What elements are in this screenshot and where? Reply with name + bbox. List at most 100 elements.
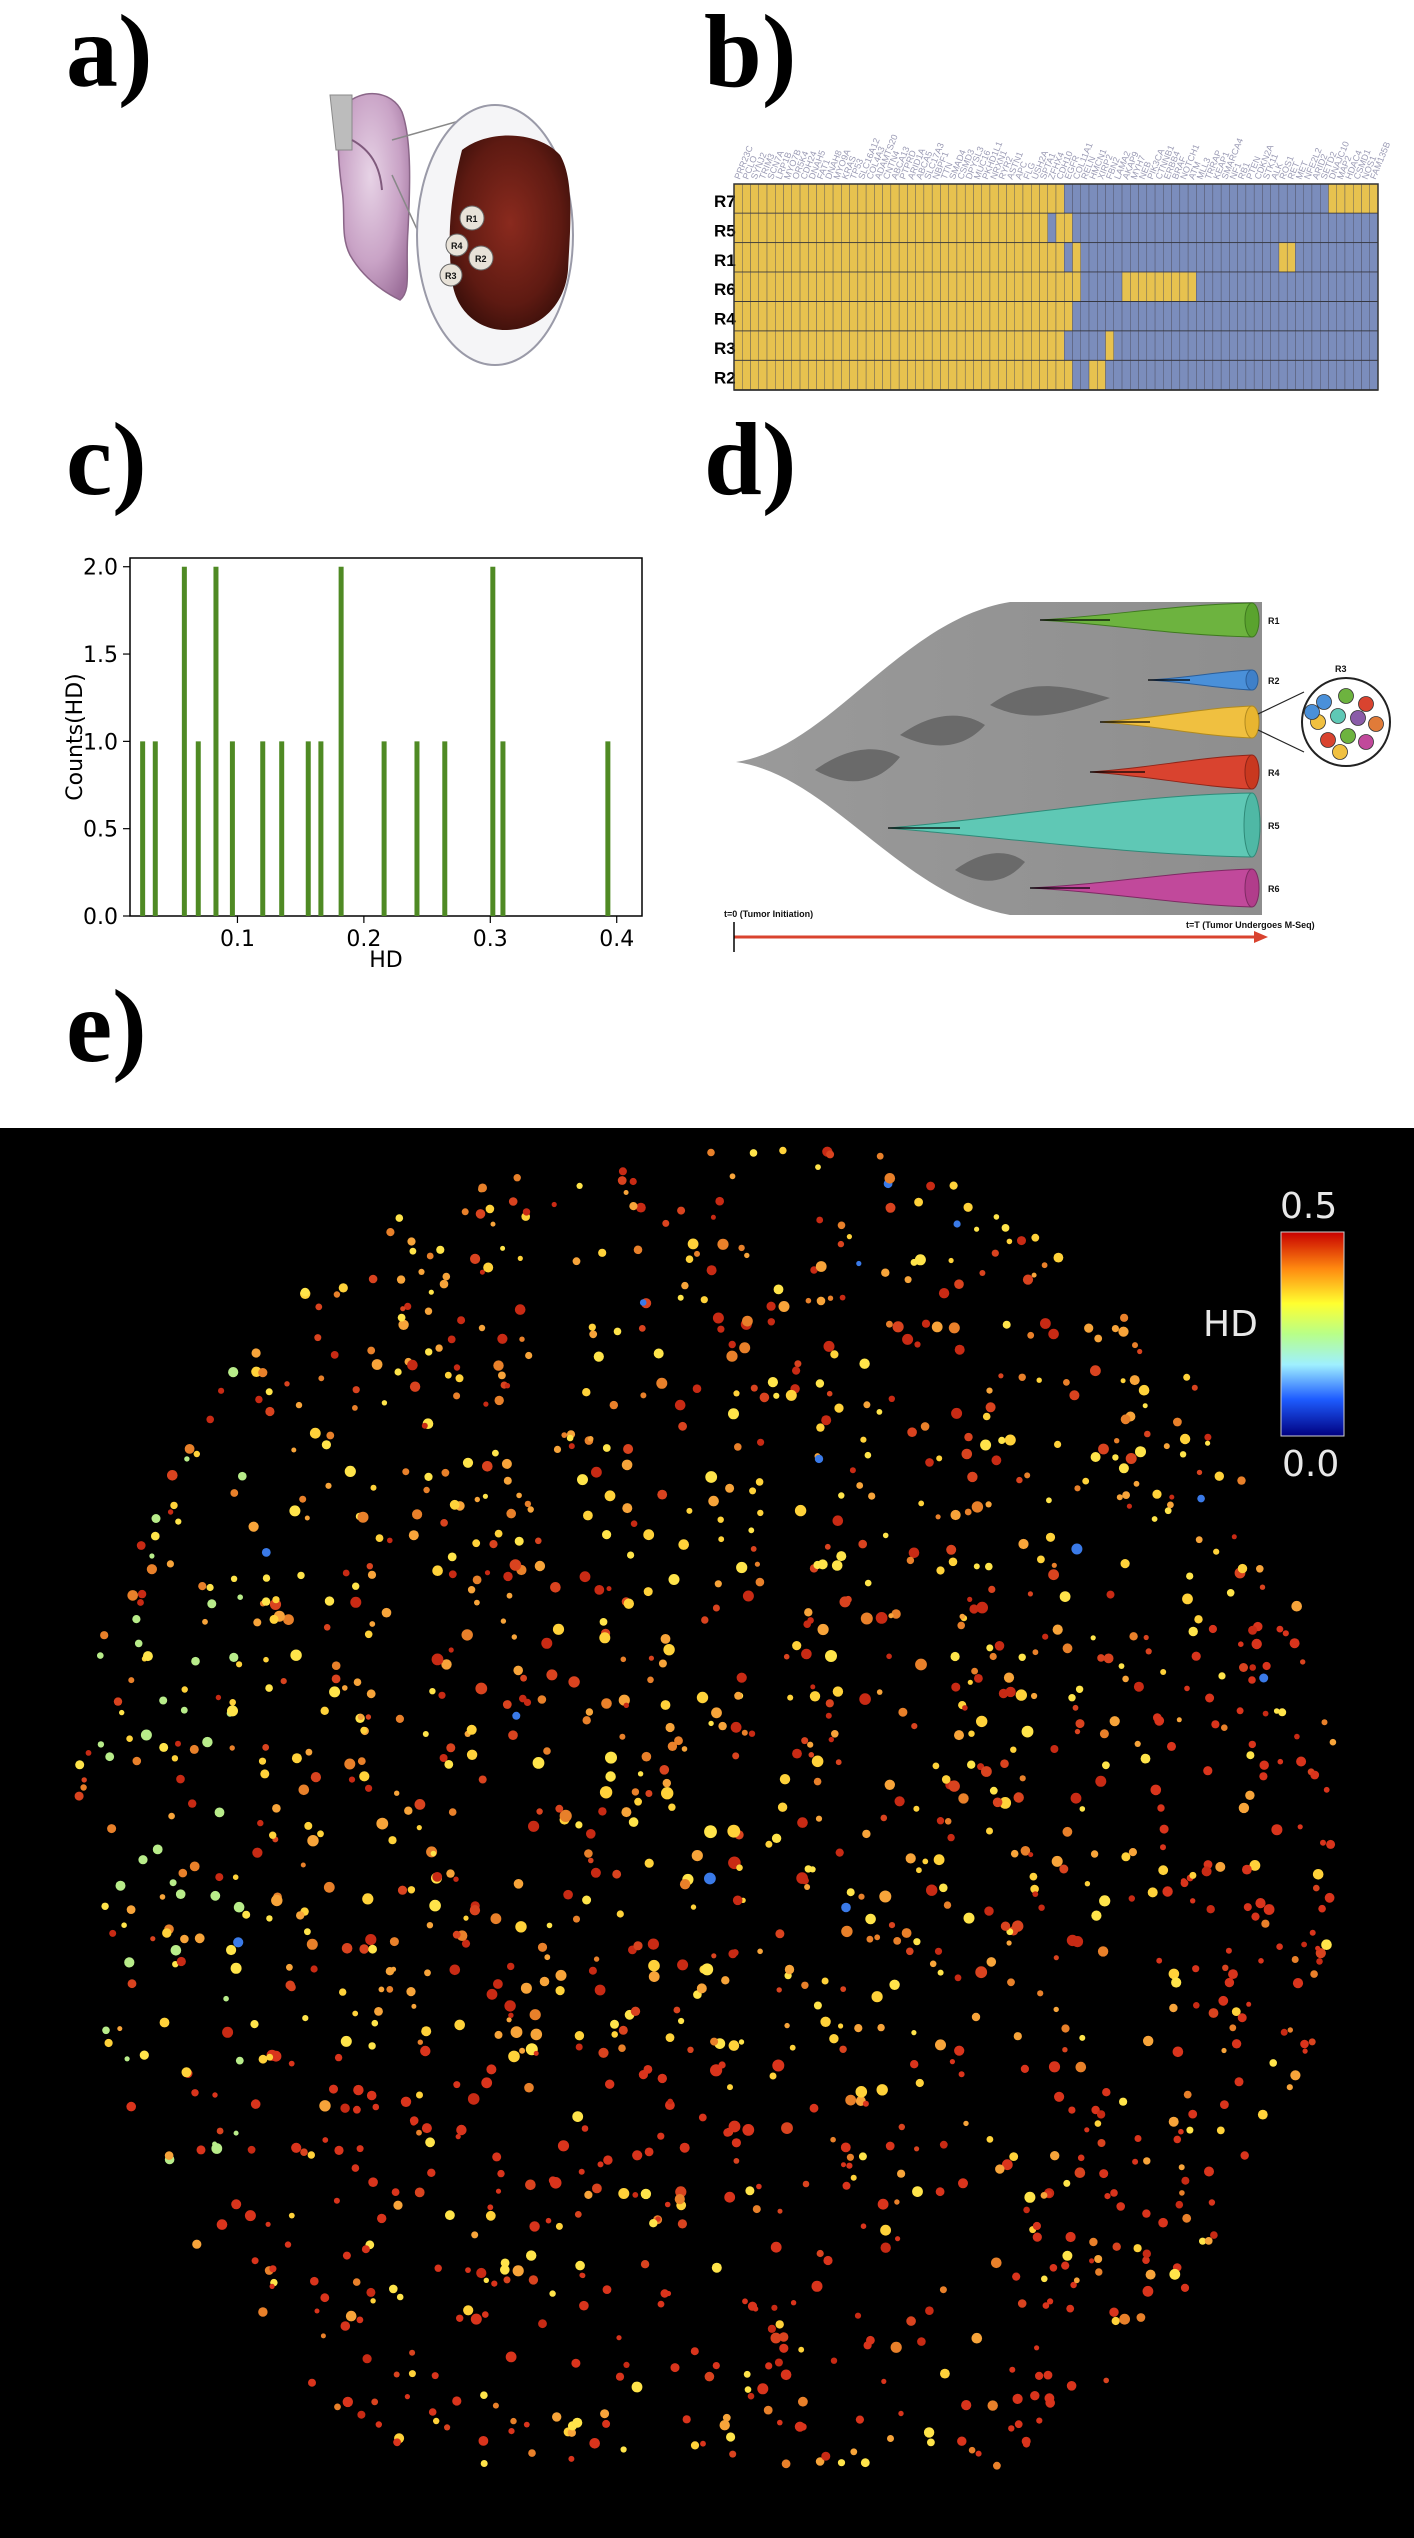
mutation-cell bbox=[931, 301, 941, 332]
sphere-dot bbox=[1178, 2128, 1184, 2135]
mutation-cell bbox=[1196, 330, 1205, 361]
sphere-dot bbox=[647, 1676, 654, 1684]
mutation-cell bbox=[816, 183, 826, 214]
mutation-cell bbox=[898, 330, 908, 361]
sphere-dot bbox=[837, 1221, 846, 1230]
mutation-cell bbox=[931, 213, 941, 244]
sphere-dot bbox=[707, 1148, 715, 1157]
sphere-dot bbox=[964, 1508, 972, 1516]
sphere-dot bbox=[1159, 1824, 1169, 1834]
sphere-dot bbox=[664, 2201, 671, 2208]
sphere-dot bbox=[381, 1400, 388, 1406]
mutation-cell bbox=[1088, 360, 1098, 391]
sphere-dot bbox=[957, 1621, 965, 1630]
sphere-dot bbox=[757, 1948, 763, 1955]
mutation-cell bbox=[1031, 301, 1040, 332]
panel-label-e: e) bbox=[66, 969, 147, 1084]
mutation-cell bbox=[1361, 301, 1370, 332]
sphere-dot bbox=[687, 2046, 694, 2053]
sphere-dot bbox=[999, 1797, 1012, 1809]
mutation-cell bbox=[799, 213, 809, 244]
mutation-cell bbox=[915, 242, 925, 273]
sphere-dot bbox=[573, 1915, 580, 1923]
sphere-dot bbox=[408, 2370, 416, 2378]
sphere-dot bbox=[988, 1585, 996, 1593]
mutation-cell bbox=[1278, 330, 1288, 361]
mutation-cell bbox=[1055, 330, 1065, 361]
sphere-dot bbox=[979, 1270, 986, 1276]
sphere-dot bbox=[555, 2222, 563, 2230]
sphere-dot bbox=[711, 1953, 717, 1959]
sphere-dot bbox=[1070, 2281, 1077, 2289]
mutation-cell bbox=[1278, 242, 1288, 273]
sphere-dot bbox=[826, 1390, 833, 1397]
sphere-dot bbox=[701, 1616, 709, 1624]
region-label-r1: R1 bbox=[466, 214, 478, 224]
mutation-cell bbox=[808, 213, 817, 244]
mutation-cell bbox=[1097, 360, 1106, 391]
mutation-cell bbox=[1196, 242, 1205, 273]
sphere-dot bbox=[610, 2019, 619, 2029]
sphere-dot bbox=[998, 1373, 1004, 1379]
sphere-dot bbox=[954, 1279, 964, 1289]
sphere-dot bbox=[656, 1377, 668, 1389]
r3-cell bbox=[1316, 694, 1332, 710]
sphere-dot bbox=[308, 2378, 316, 2387]
sphere-dot bbox=[667, 2098, 674, 2105]
sphere-dot bbox=[618, 2044, 626, 2052]
sphere-dot bbox=[1094, 2255, 1103, 2263]
mutation-cell bbox=[998, 360, 1007, 391]
sphere-dot bbox=[330, 1351, 339, 1359]
sphere-dot bbox=[739, 1342, 751, 1354]
sphere-dot bbox=[1000, 1921, 1011, 1931]
sphere-dot bbox=[1181, 2176, 1190, 2185]
sphere-dot bbox=[925, 1458, 934, 1467]
sphere-dot bbox=[523, 2421, 530, 2428]
sphere-dot bbox=[223, 1995, 229, 2002]
sphere-dot bbox=[780, 2369, 792, 2381]
sphere-dot bbox=[448, 1647, 454, 1653]
sphere-dot bbox=[422, 1731, 429, 1737]
sphere-dot bbox=[1027, 1591, 1033, 1597]
sphere-dot bbox=[393, 2371, 400, 2378]
sphere-dot bbox=[937, 1969, 944, 1976]
mutation-cell bbox=[907, 242, 916, 273]
sphere-dot bbox=[397, 1885, 408, 1895]
mutation-cell bbox=[1328, 330, 1337, 361]
colorbar-min-label: 0.0 bbox=[1282, 1444, 1339, 1485]
sphere-dot bbox=[736, 1864, 743, 1871]
mutation-cell bbox=[890, 213, 900, 244]
sphere-dot bbox=[832, 1686, 844, 1697]
r3-callout-line-bottom bbox=[1257, 729, 1305, 753]
sphere-dot bbox=[794, 1504, 807, 1517]
sphere-dot bbox=[804, 1608, 813, 1617]
sphere-dot bbox=[526, 2250, 537, 2261]
sphere-dot bbox=[189, 1861, 200, 1872]
mutation-cell bbox=[758, 360, 768, 391]
sphere-dot bbox=[905, 1853, 916, 1864]
sphere-dot bbox=[679, 2142, 690, 2153]
mutation-cell bbox=[956, 330, 966, 361]
sphere-dot bbox=[906, 1947, 914, 1956]
sphere-dot bbox=[906, 1556, 915, 1565]
sphere-dot bbox=[910, 2060, 919, 2069]
mutation-cell bbox=[1336, 242, 1346, 273]
sphere-dot bbox=[871, 1991, 883, 2003]
sphere-dot bbox=[815, 2457, 825, 2466]
sphere-dot bbox=[648, 1971, 660, 1982]
sphere-dot bbox=[175, 1518, 182, 1525]
sphere-dot bbox=[324, 1596, 335, 1606]
mutation-cell bbox=[1064, 242, 1073, 273]
sphere-dot bbox=[643, 1587, 653, 1597]
sphere-dot bbox=[454, 2019, 466, 2031]
sphere-dot bbox=[779, 2332, 789, 2342]
sphere-dot bbox=[357, 1511, 369, 1523]
sphere-dot bbox=[1208, 1624, 1217, 1634]
sphere-dot bbox=[265, 2221, 271, 2227]
sphere-dot bbox=[1110, 2189, 1118, 2197]
sphere-dot bbox=[1245, 1790, 1255, 1801]
mutation-cell bbox=[1171, 183, 1181, 214]
mutation-cell bbox=[1353, 330, 1362, 361]
sphere-dot bbox=[1251, 1912, 1260, 1921]
sphere-dot bbox=[660, 1634, 671, 1644]
